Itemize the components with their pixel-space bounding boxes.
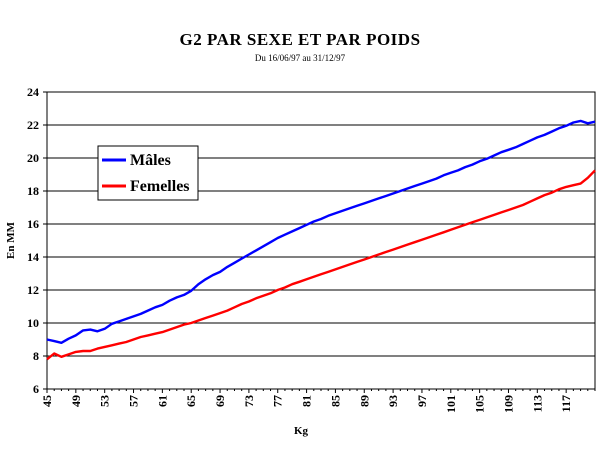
y-axis-label: En MM: [5, 221, 17, 259]
series-lines: [46, 119, 596, 361]
y-tick-label: 24: [27, 85, 39, 99]
x-tick-label: 53: [98, 395, 112, 407]
x-tick-label: 57: [127, 395, 141, 407]
x-tick-label: 49: [69, 395, 83, 407]
x-tick-label: 89: [357, 395, 371, 407]
x-tick-label: 109: [501, 395, 515, 413]
y-tick-label: 8: [33, 349, 39, 363]
x-tick-label: 45: [40, 395, 54, 407]
y-tick-label: 22: [27, 118, 39, 132]
legend-box: [97, 145, 199, 201]
y-tick-label: 12: [27, 283, 39, 297]
x-tick-label: 81: [300, 395, 314, 407]
x-tick-label: 85: [328, 395, 342, 407]
legend-label: Mâles: [130, 152, 171, 169]
x-tick-label: 97: [415, 395, 429, 407]
grid-lines: [47, 124, 595, 357]
plot-area: [46, 91, 596, 390]
series-line-males: [46, 119, 596, 344]
x-tick-label: 117: [559, 395, 573, 412]
x-axis: 45 49 53 57 61 65 69 73 77 81 85 89 93 97 101 105 109 113…: [40, 389, 596, 413]
x-tick-label: 69: [213, 395, 227, 407]
x-tick-label: 61: [155, 395, 169, 407]
y-tick-label: 20: [27, 151, 39, 165]
legend: Mâles Femelles: [97, 145, 199, 201]
x-tick-label: 113: [530, 395, 544, 412]
x-tick-label: 65: [184, 395, 198, 407]
y-tick-label: 10: [27, 316, 39, 330]
x-tick-label: 73: [242, 395, 256, 407]
x-tick-label: 105: [473, 395, 487, 413]
chart-title: G2 PAR SEXE ET PAR POIDS: [179, 30, 421, 49]
y-tick-label: 18: [27, 184, 39, 198]
y-tick-label: 16: [27, 217, 39, 231]
x-tick-label: 101: [444, 395, 458, 413]
series-line-females: [46, 169, 596, 361]
y-tick-label: 6: [33, 382, 39, 396]
legend-label: Femelles: [130, 178, 190, 195]
x-axis-label: Kg: [294, 425, 309, 437]
x-tick-label: 77: [271, 395, 285, 407]
y-axis: 6 8 10 12 14 16 18 20 22 24: [27, 85, 47, 396]
x-tick-label: 93: [386, 395, 400, 407]
chart-subtitle: Du 16/06/97 au 31/12/97: [254, 53, 346, 63]
y-tick-label: 14: [27, 250, 39, 264]
